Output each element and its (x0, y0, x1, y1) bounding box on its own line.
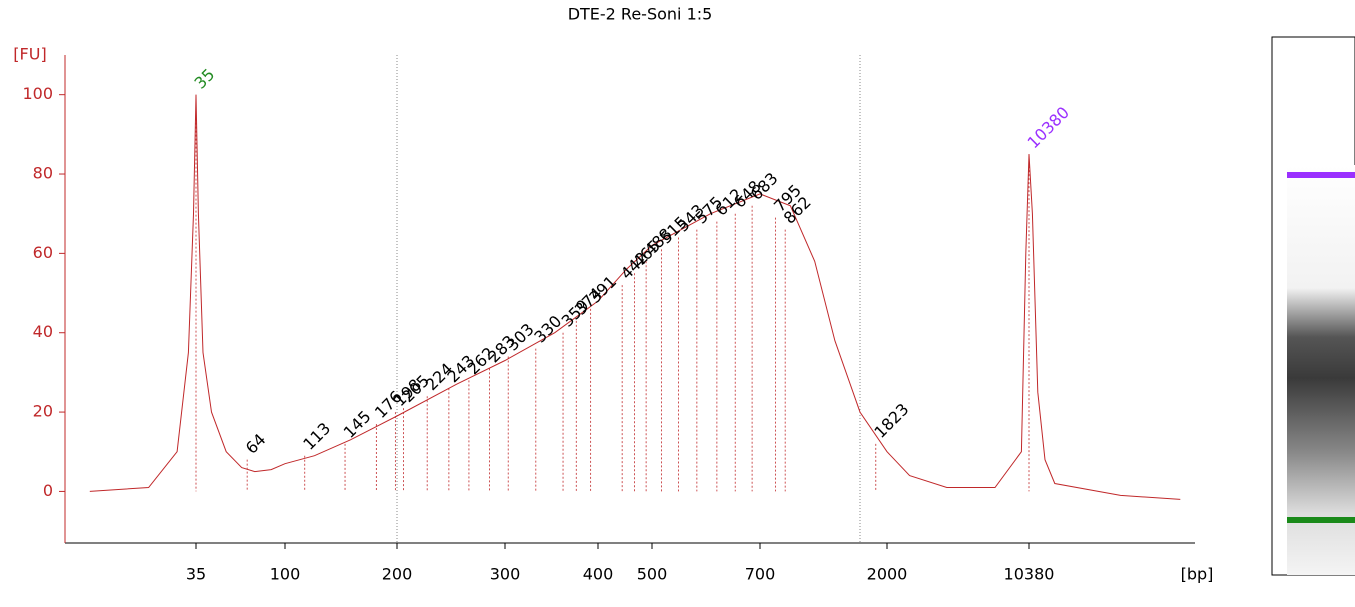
x-tick-label: 400 (583, 565, 614, 584)
peak-label: 64 (242, 430, 270, 458)
y-tick-label: 100 (22, 84, 53, 103)
y-axis-label: [FU] (13, 45, 46, 64)
y-tick-label: 20 (33, 402, 53, 421)
x-tick-label: 100 (270, 565, 301, 584)
peak-label: 1823 (870, 400, 912, 442)
x-tick-label: 2000 (867, 565, 908, 584)
x-tick-label: 700 (745, 565, 776, 584)
y-tick-label: 40 (33, 322, 53, 341)
peak-label: 113 (299, 419, 334, 454)
peak-label: 145 (340, 407, 375, 442)
peak-label: 10380 (1024, 103, 1073, 152)
x-tick-label: 35 (186, 565, 206, 584)
gel-lane (1287, 165, 1355, 575)
peak-label: 35 (191, 65, 219, 93)
y-tick-label: 60 (33, 243, 53, 262)
x-tick-label: 10380 (1004, 565, 1055, 584)
x-tick-label: 500 (637, 565, 668, 584)
y-tick-label: 0 (43, 481, 53, 500)
chart-title: DTE-2 Re-Soni 1:5 (568, 5, 713, 24)
x-tick-label: 200 (382, 565, 413, 584)
trace (89, 94, 1181, 500)
x-axis-label: [bp] (1181, 565, 1214, 584)
gel-band-lower (1287, 517, 1355, 523)
y-tick-label: 80 (33, 164, 53, 183)
gel-band-upper (1287, 172, 1355, 178)
x-tick-label: 300 (490, 565, 521, 584)
